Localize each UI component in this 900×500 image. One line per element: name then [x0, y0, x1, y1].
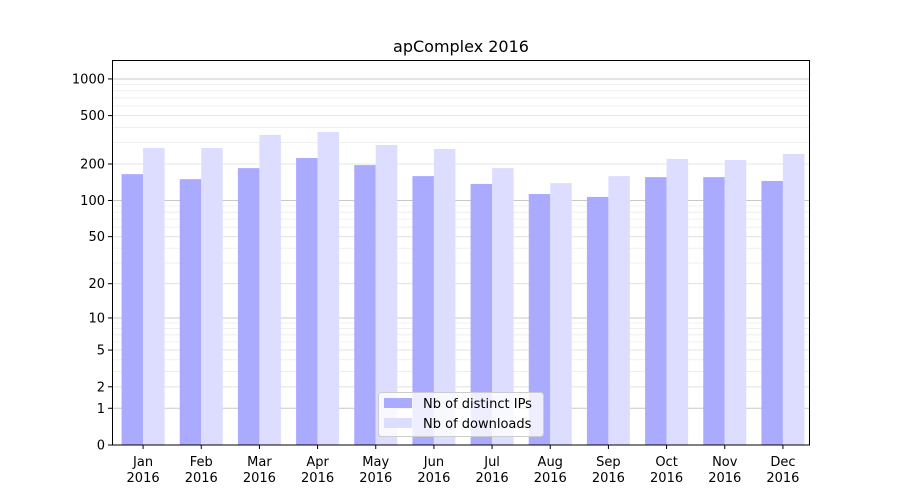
bar-ips [761, 180, 783, 445]
bar-downloads [259, 134, 281, 445]
y-tick-label: 1000 [72, 72, 105, 87]
bar-ips [528, 194, 551, 445]
y-tick-label: 500 [80, 109, 105, 124]
x-tick-label: 2016 [301, 471, 334, 486]
grid [112, 78, 810, 409]
bar-downloads [782, 153, 805, 445]
x-tick-label: 2016 [185, 471, 218, 486]
legend-swatch [384, 398, 412, 408]
x-tick-label: 2016 [708, 471, 741, 486]
legend-swatch [384, 418, 412, 428]
x-axis: Jan2016Feb2016Mar2016Apr2016May2016Jun20… [127, 445, 799, 486]
bar-ips [703, 177, 725, 446]
plot-frame [112, 60, 810, 446]
x-tick-label: 2016 [534, 471, 567, 486]
y-tick-label: 100 [80, 194, 105, 209]
legend-label: Nb of distinct IPs [423, 397, 532, 412]
x-tick-label: Sep [596, 455, 621, 470]
bar-downloads [550, 183, 572, 446]
legend: Nb of distinct IPs Nb of downloads [378, 392, 544, 437]
x-tick-label: Jan [132, 455, 153, 470]
bar-ips [354, 165, 376, 445]
x-tick-label: Feb [190, 455, 213, 470]
bar-downloads [724, 159, 747, 446]
x-tick-label: 2016 [243, 471, 276, 486]
x-tick-label: 2016 [127, 471, 160, 486]
x-tick-label: Mar [247, 455, 272, 470]
bar-downloads [317, 131, 340, 446]
x-tick-label: 2016 [592, 471, 625, 486]
legend-label: Nb of downloads [423, 417, 532, 432]
x-tick-label: 2016 [476, 471, 509, 486]
bar-ips [412, 176, 434, 446]
x-tick-label: 2016 [650, 471, 683, 486]
bar-ips [586, 196, 609, 445]
chart-title: apComplex 2016 [393, 37, 529, 56]
bar-downloads [608, 176, 630, 446]
bar-downloads [201, 147, 223, 445]
y-tick-label: 10 [88, 311, 105, 326]
x-tick-label: Jun [423, 455, 444, 470]
x-tick-label: 2016 [417, 471, 450, 486]
bar-ips [296, 158, 318, 445]
bar-downloads [492, 168, 514, 445]
x-tick-label: May [362, 455, 389, 470]
y-tick-label: 1 [97, 402, 105, 417]
x-tick-label: Oct [655, 455, 677, 470]
y-tick-label: 0 [97, 439, 105, 454]
x-tick-label: Apr [306, 455, 329, 470]
x-tick-label: Aug [538, 455, 563, 470]
y-axis: 0 1 2 5 10 20 50 100 200 500 1000 [72, 72, 112, 454]
x-tick-label: Nov [712, 455, 738, 470]
bar-ips [470, 183, 493, 445]
bar-ips [179, 179, 202, 446]
bar-downloads [375, 144, 398, 446]
legend-box [378, 392, 544, 437]
bar-downloads [666, 158, 689, 446]
x-tick-label: 2016 [766, 471, 799, 486]
x-tick-label: Jul [483, 455, 500, 470]
bar-ips [645, 177, 667, 446]
x-tick-label: Dec [770, 455, 795, 470]
bar-ips [121, 174, 144, 445]
bars [121, 131, 805, 446]
y-tick-label: 20 [88, 277, 105, 292]
y-tick-label: 5 [97, 344, 105, 359]
y-tick-label: 200 [80, 158, 105, 173]
y-tick-label: 50 [88, 230, 105, 245]
x-tick-label: 2016 [359, 471, 392, 486]
y-tick-label: 2 [97, 380, 105, 395]
bar-downloads [433, 148, 456, 445]
bar-downloads [143, 147, 165, 445]
bar-ips [237, 168, 260, 445]
